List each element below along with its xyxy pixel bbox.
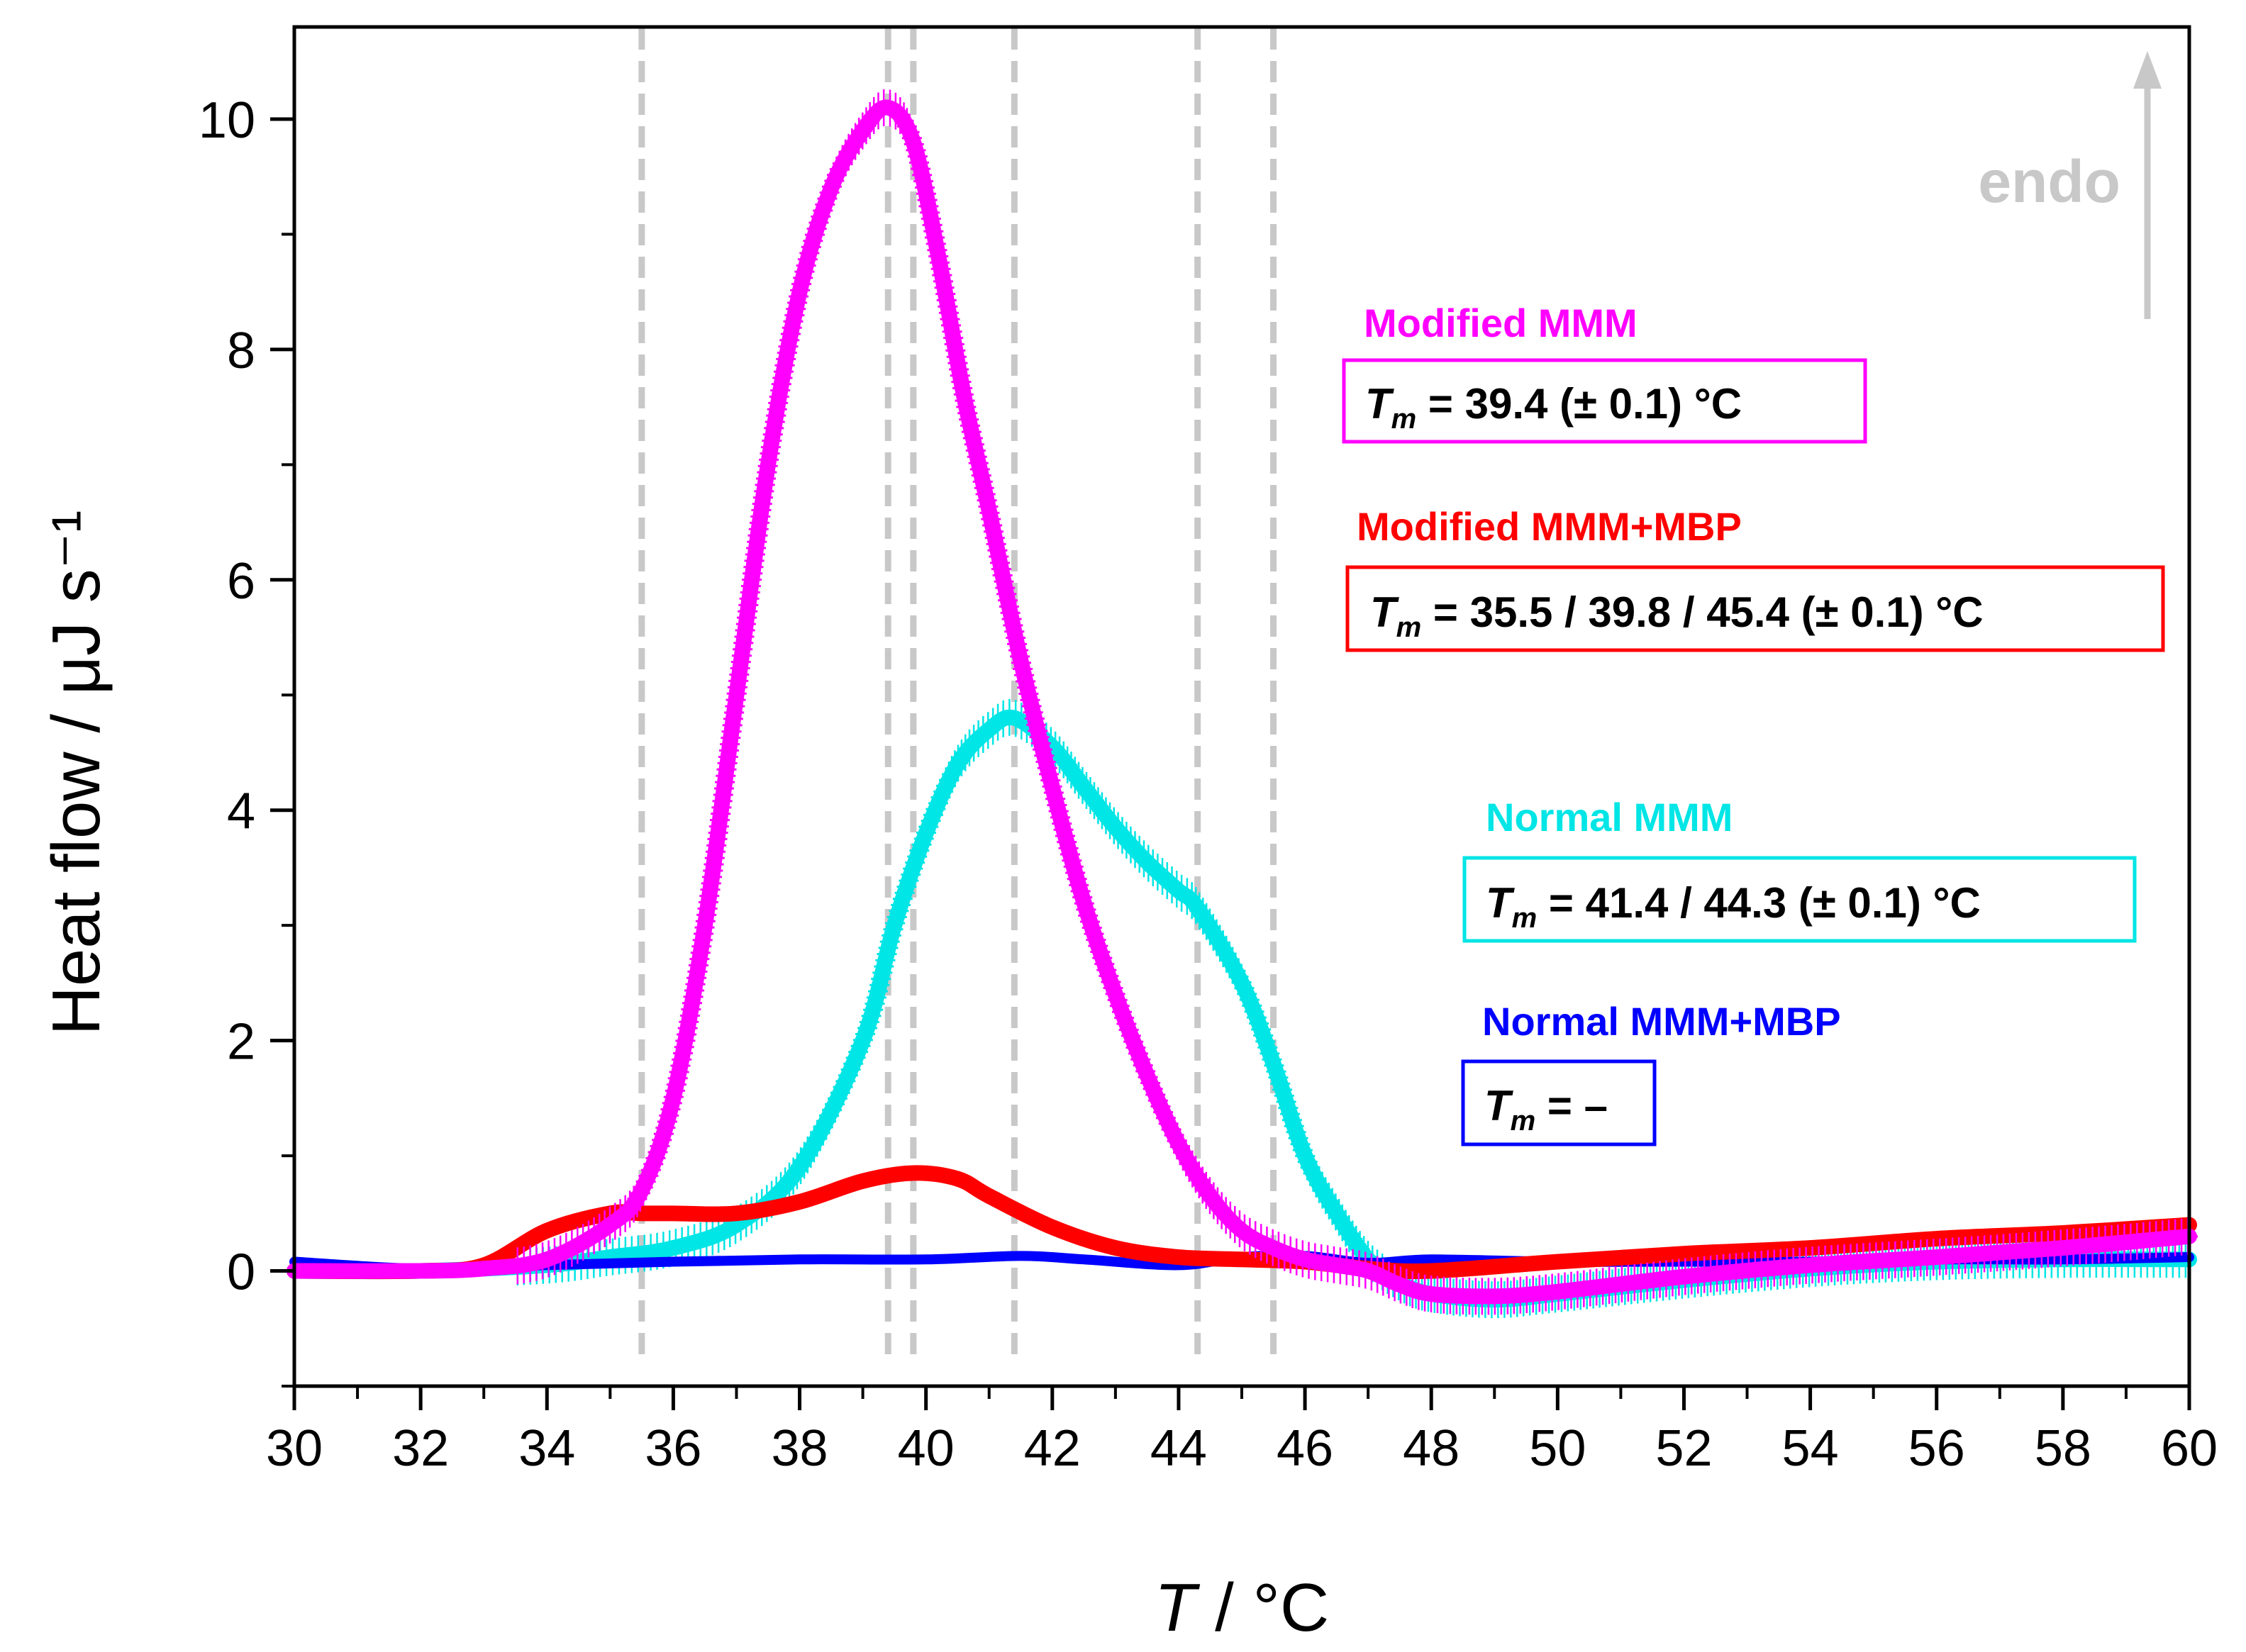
reference-lines — [638, 28, 1277, 1358]
x-tick-label: 40 — [898, 1420, 955, 1477]
series-line-modified-mmm — [287, 99, 2197, 1305]
x-tick-label: 38 — [771, 1420, 828, 1477]
x-tick-label: 36 — [645, 1420, 701, 1477]
legend-box-modified-mmm — [1342, 358, 1867, 444]
y-tick-label: 2 — [227, 1014, 255, 1071]
y-tick-label: 6 — [227, 553, 255, 610]
y-tick-label: 8 — [227, 323, 255, 379]
endo-annotation: endo — [1978, 51, 2162, 319]
x-tick-label: 52 — [1655, 1420, 1712, 1477]
x-tick-label: 48 — [1403, 1420, 1460, 1477]
legend-value-normal-mmm: Tm = 41.4 / 44.3 (± 0.1) °C — [1486, 879, 1981, 934]
y-tick-label: 0 — [227, 1244, 255, 1301]
x-axis-unit: / °C — [1196, 1570, 1329, 1646]
legend-value-modified-mmm: Tm = 39.4 (± 0.1) °C — [1365, 380, 1742, 435]
y-tick-label: 10 — [199, 92, 255, 149]
plot-frame — [292, 25, 2191, 1388]
series-layer — [287, 89, 2198, 1319]
legend-box-normal-mmm — [1462, 856, 2137, 943]
legend-title-modified-mmm-mbp: Modified MMM+MBP — [1357, 504, 1742, 549]
legend-modified-mmm-mbp: Modified MMM+MBP Tm = 35.5 / 39.8 / 45.4… — [1345, 504, 2165, 652]
x-tick-label: 58 — [2035, 1420, 2091, 1477]
legend-value-modified-mmm-mbp: Tm = 35.5 / 39.8 / 45.4 (± 0.1) °C — [1370, 588, 1984, 643]
x-tick-label: 54 — [1782, 1420, 1839, 1477]
x-tick-label: 56 — [1908, 1420, 1965, 1477]
x-tick-label: 30 — [266, 1420, 323, 1477]
legend-title-normal-mmm-mbp: Normal MMM+MBP — [1482, 999, 1841, 1044]
legend-title-modified-mmm: Modified MMM — [1364, 301, 1638, 345]
legend-value-normal-mmm-mbp: Tm = – — [1484, 1082, 1608, 1137]
legend-normal-mmm: Normal MMM Tm = 41.4 / 44.3 (± 0.1) °C — [1462, 795, 2137, 943]
x-tick-label: 44 — [1150, 1420, 1207, 1477]
y-axis-title: Heat flow / μJ s⁻¹ — [38, 510, 114, 1036]
x-axis-title: T / °C — [1155, 1570, 1329, 1646]
series-normal-mmm — [287, 698, 2197, 1319]
endo-label: endo — [1978, 148, 2120, 215]
x-tick-label: 46 — [1277, 1420, 1333, 1477]
legend-modified-mmm: Modified MMM Tm = 39.4 (± 0.1) °C — [1342, 301, 1867, 444]
legend-box-modified-mmm-mbp — [1345, 565, 2165, 652]
series-modified-mmm — [287, 89, 2198, 1315]
x-tick-label: 60 — [2161, 1420, 2218, 1477]
endo-arrow-head — [2133, 51, 2162, 89]
x-axis-variable: T — [1155, 1570, 1201, 1646]
y-tick-label: 4 — [227, 783, 255, 840]
legend-normal-mmm-mbp: Normal MMM+MBP Tm = – — [1461, 999, 1841, 1146]
legend-box-normal-mmm-mbp — [1461, 1059, 1657, 1146]
x-tick-label: 42 — [1024, 1420, 1081, 1477]
x-tick-label: 32 — [392, 1420, 449, 1477]
x-tick-label: 50 — [1529, 1420, 1586, 1477]
x-tick-label: 34 — [518, 1420, 575, 1477]
legend-title-normal-mmm: Normal MMM — [1486, 795, 1733, 839]
